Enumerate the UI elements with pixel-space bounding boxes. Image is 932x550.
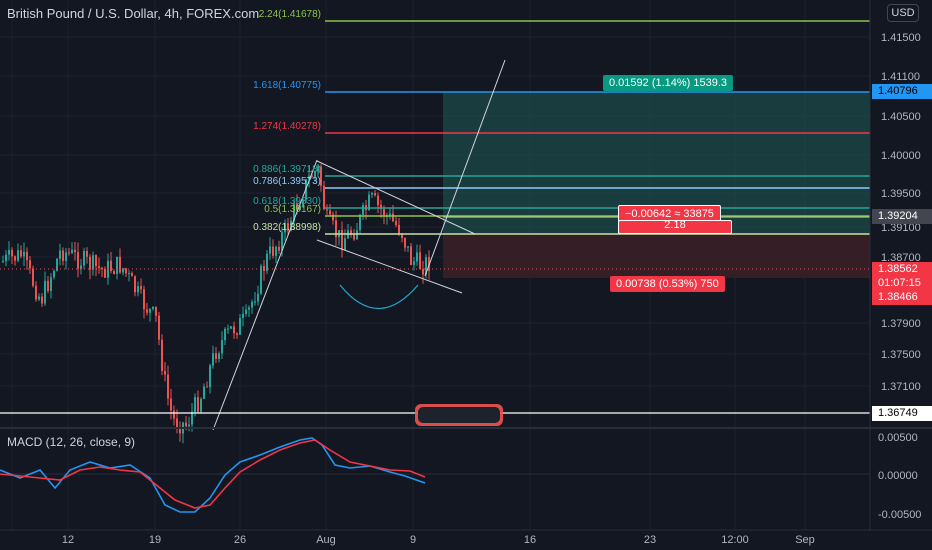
macd-tick: -0.00500 [878,509,921,521]
signal-line [0,439,426,509]
price-tick: 1.37500 [881,349,921,361]
last-price-tag: 1.38562 [872,262,932,277]
time-tick: 12:00 [721,534,749,546]
loss-zone[interactable] [443,234,870,278]
time-tick: 9 [410,534,416,546]
ratio-label: 2.18 [618,220,732,234]
macd-axis-ticks: 0.00500 0.00000 -0.00500 [878,432,921,521]
fib-label: 0.786(1.39573) [253,176,321,187]
time-tick: 12 [62,534,74,546]
macd-tick: 0.00000 [878,470,918,482]
price-tick: 1.39100 [881,222,921,234]
price-axis-ticks[interactable]: 1.41500 1.41100 1.40500 1.40000 1.39500 1.391… [881,32,921,393]
price-tick: 1.40000 [881,150,921,162]
price-tick: 1.41100 [881,71,920,83]
fib-label: 0.618(1.39330) [253,196,321,207]
profit-label: 0.01592 (1.14%) 1539.3 [603,75,734,91]
stop-price-tag: 1.38466 [872,290,932,305]
fib-label: 0.886(1.39718) [253,164,321,175]
price-tick: 1.39500 [881,188,921,200]
fib-label: 2.24(1.41678) [259,9,321,20]
countdown-tag: 01:07:15 [872,276,932,291]
time-tick: 16 [524,534,536,546]
rounding-bottom-arc[interactable] [339,284,419,309]
loss-label: 0.00738 (0.53%) 750 [610,276,725,292]
time-tick: Aug [316,534,336,546]
time-tick: 23 [644,534,656,546]
time-tick: 19 [149,534,161,546]
price-tick: 1.38700 [881,252,921,264]
time-tick: 26 [234,534,246,546]
candlestick-series [2,163,430,444]
fib-extension[interactable] [325,20,870,235]
chart-title[interactable]: British Pound / U.S. Dollar, 4h, FOREX.c… [7,6,260,21]
macd-tick: 0.00500 [878,432,918,444]
macd-title[interactable]: MACD (12, 26, close, 9) [7,435,136,449]
macd-line [0,437,426,513]
fib-label: 1.618(1.40775) [253,80,321,91]
trendline-upper[interactable] [316,160,476,235]
price-tick: 1.37100 [881,381,921,393]
entry-price-tag: 1.39204 [872,209,932,224]
price-tick: 1.37900 [881,318,921,330]
trendline-breakout[interactable] [424,59,506,277]
horizontal-price-tag: 1.36749 [872,406,932,421]
trendline-uptrend[interactable] [212,159,318,431]
target-price-tag: 1.40796 [872,84,932,99]
fib-label: 0.382(1.38998) [253,222,321,233]
currency-button[interactable]: USD [887,4,919,22]
risk-label: −0.00642 ≈ 33875 [618,205,721,223]
price-tick: 1.40500 [881,111,921,123]
event-badges[interactable] [415,404,503,426]
trendline-lower[interactable] [316,239,463,294]
price-tick: 1.41500 [881,32,921,44]
fib-label: 0.5(1.39167) [264,204,321,215]
time-axis-ticks[interactable]: 12 19 26 Aug 9 16 23 12:00 Sep [62,534,815,546]
fib-labels: 2.24(1.41678) 1.618(1.40775) 1.274(1.40278… [253,9,321,233]
fib-label: 1.274(1.40278) [253,121,321,132]
time-tick: Sep [795,534,815,546]
